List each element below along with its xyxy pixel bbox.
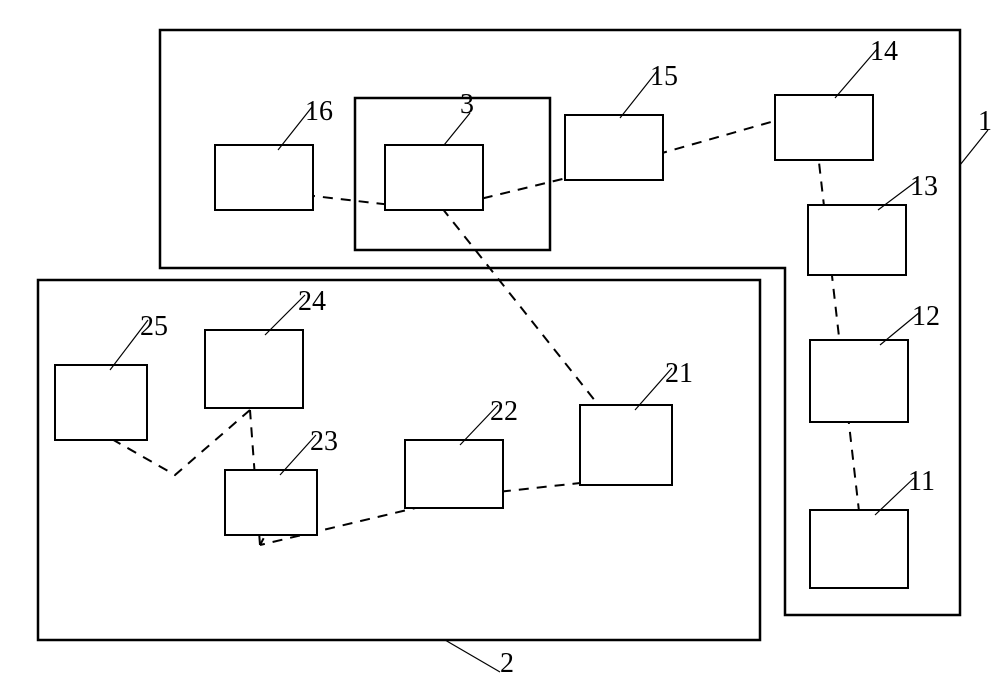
box-13	[808, 205, 906, 275]
box-11	[810, 510, 908, 588]
box-25-label: 25	[140, 311, 168, 342]
dash-top-chain	[305, 110, 813, 210]
box-22	[405, 440, 503, 508]
box-12-label: 12	[912, 301, 940, 332]
box-21-label: 21	[665, 358, 693, 389]
box-3-inner	[385, 145, 483, 210]
box-15	[565, 115, 663, 180]
box-21	[580, 405, 672, 485]
box-16	[215, 145, 313, 210]
boxes: 16 15 14 13 12 11 25 24 23 22 21	[55, 36, 940, 588]
box-24	[205, 330, 303, 408]
box-22-label: 22	[490, 396, 518, 427]
box-23	[225, 470, 317, 535]
box-16-label: 16	[305, 96, 333, 127]
box-14	[775, 95, 873, 160]
region-2-leader	[445, 640, 500, 672]
region-3-inner-label: 3	[460, 89, 474, 120]
diagram-svg: 1231615141312112524232221	[0, 0, 1000, 676]
box-23-label: 23	[310, 426, 338, 457]
box-25	[55, 365, 147, 440]
box-15-label: 15	[650, 61, 678, 92]
diagram-stage: 1231615141312112524232221	[0, 0, 1000, 676]
box-12	[810, 340, 908, 422]
region-1-label: 1	[978, 106, 992, 137]
dash-right-chain	[813, 110, 860, 520]
box-24-label: 24	[298, 286, 326, 317]
region-2-label: 2	[500, 648, 514, 676]
box-13-label: 13	[910, 171, 938, 202]
box-11-label: 11	[908, 466, 935, 497]
box-14-label: 14	[870, 36, 898, 67]
